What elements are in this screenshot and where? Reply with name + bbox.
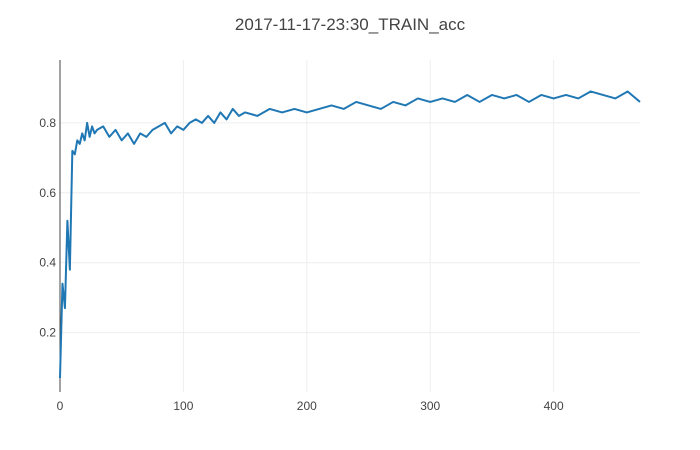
y-tick-label: 0.8	[39, 116, 56, 130]
tick-labels: 0 100 200 300 400 0.2 0.4 0.6 0.8	[39, 116, 564, 413]
x-tick-label: 0	[57, 399, 64, 413]
y-tick-label: 0.4	[39, 256, 56, 270]
x-tick-label: 200	[297, 399, 317, 413]
chart-title: 2017-11-17-23:30_TRAIN_acc	[235, 15, 466, 34]
y-tick-label: 0.2	[39, 326, 56, 340]
x-tick-label: 400	[544, 399, 564, 413]
grid	[60, 60, 640, 392]
series-group	[59, 90, 641, 379]
x-tick-label: 300	[420, 399, 440, 413]
y-tick-label: 0.6	[39, 186, 56, 200]
series-line	[59, 90, 641, 379]
x-tick-label: 100	[173, 399, 193, 413]
